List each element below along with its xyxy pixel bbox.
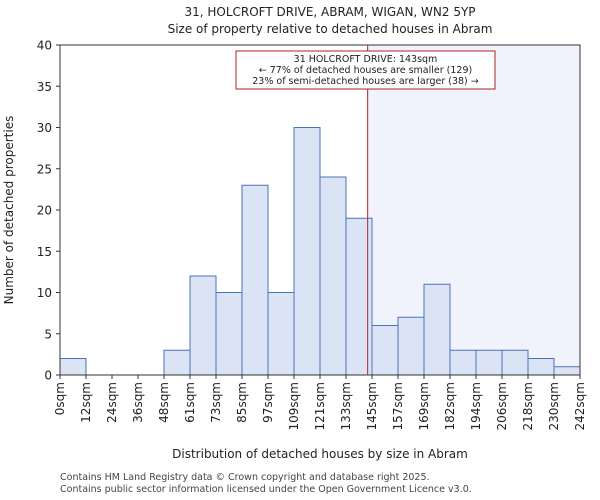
chart-title: 31, HOLCROFT DRIVE, ABRAM, WIGAN, WN2 5Y… <box>184 5 475 19</box>
x-tick-label: 218sqm <box>521 382 535 430</box>
y-tick-label: 40 <box>37 39 52 53</box>
y-tick-label: 0 <box>44 369 52 383</box>
x-tick-label: 145sqm <box>365 382 379 430</box>
x-tick-label: 97sqm <box>261 382 275 423</box>
histogram-bar <box>163 349 191 376</box>
x-tick-label: 12sqm <box>79 382 93 423</box>
x-tick-label: 206sqm <box>495 382 509 430</box>
x-tick-label: 36sqm <box>131 382 145 423</box>
x-tick-label: 133sqm <box>339 382 353 430</box>
histogram-bar <box>59 358 87 376</box>
histogram-bar <box>215 292 243 376</box>
y-axis-label: Number of detached properties <box>2 116 16 305</box>
x-tick-label: 73sqm <box>209 382 223 423</box>
x-tick-label: 169sqm <box>417 382 431 430</box>
histogram-bar <box>267 292 295 376</box>
y-tick-label: 10 <box>37 286 52 300</box>
x-tick-label: 157sqm <box>391 382 405 430</box>
histogram-bar <box>423 283 451 376</box>
histogram-bar <box>241 184 269 376</box>
histogram-bar <box>319 176 347 376</box>
histogram-bar <box>553 366 581 376</box>
x-tick-label: 121sqm <box>313 382 327 430</box>
x-tick-label: 0sqm <box>53 382 67 415</box>
footer-copyright: Contains HM Land Registry data © Crown c… <box>60 472 430 483</box>
x-tick-label: 242sqm <box>573 382 587 430</box>
histogram-bar <box>293 127 321 376</box>
footer-licence: Contains public sector information licen… <box>60 484 472 495</box>
x-tick-label: 24sqm <box>105 382 119 423</box>
annotation-line-3: 23% of semi-detached houses are larger (… <box>252 76 479 87</box>
y-tick-label: 5 <box>44 327 52 341</box>
x-tick-label: 61sqm <box>183 382 197 423</box>
histogram-bar <box>397 316 425 376</box>
x-tick-label: 48sqm <box>157 382 171 423</box>
histogram-bar <box>189 275 217 376</box>
histogram-bar <box>501 349 529 376</box>
y-tick-label: 20 <box>37 204 52 218</box>
histogram-bar <box>449 349 477 376</box>
y-tick-label: 30 <box>37 121 52 135</box>
annotation-line-2: ← 77% of detached houses are smaller (12… <box>259 65 472 76</box>
plot-area: 0 5 10 15 20 25 30 35 40 0sqm 12sqm 24sqm 36sqm 48sqm… <box>37 39 587 431</box>
x-axis-label: Distribution of detached houses by size … <box>172 447 468 461</box>
chart-subtitle: Size of property relative to detached ho… <box>168 22 493 36</box>
x-tick-label: 182sqm <box>443 382 457 430</box>
histogram-bar <box>527 358 555 376</box>
x-tick-label: 85sqm <box>235 382 249 423</box>
annotation-box <box>235 50 496 90</box>
y-tick-label: 15 <box>37 245 52 259</box>
histogram-chart: 31, HOLCROFT DRIVE, ABRAM, WIGAN, WN2 5Y… <box>2 5 587 461</box>
histogram-bar <box>371 325 399 376</box>
y-tick-label: 25 <box>37 162 52 176</box>
histogram-bar <box>475 349 503 376</box>
x-tick-label: 109sqm <box>287 382 301 430</box>
x-tick-label: 194sqm <box>469 382 483 430</box>
x-tick-label: 230sqm <box>547 382 561 430</box>
annotation-line-1: 31 HOLCROFT DRIVE: 143sqm <box>294 54 438 65</box>
y-tick-label: 35 <box>37 80 52 94</box>
